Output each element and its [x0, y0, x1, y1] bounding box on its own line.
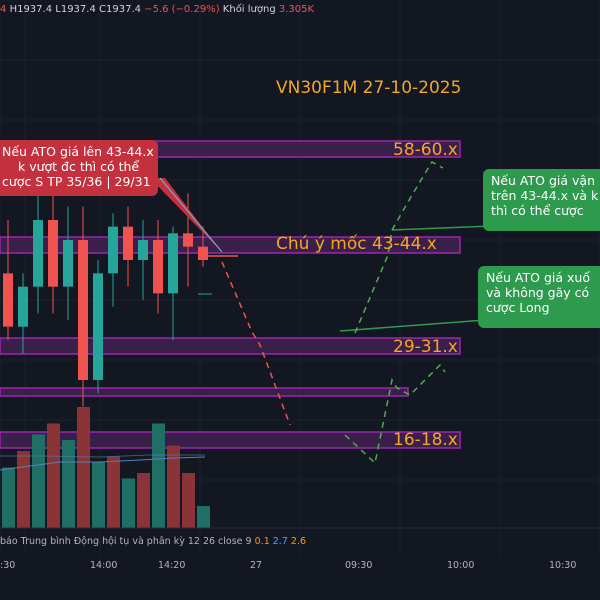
- volume-bars: [2, 407, 210, 528]
- candle-body: [93, 273, 103, 380]
- candle-body: [108, 226, 118, 274]
- candle-body: [198, 246, 208, 260]
- ohlc-low: L1937.4: [55, 4, 96, 15]
- xtick-4: 27: [250, 560, 263, 571]
- green-bottom-pointer: [339, 319, 486, 332]
- macd-value-hist: 0.1: [254, 536, 270, 547]
- candle: [123, 206, 133, 287]
- note-short: Nếu ATO giá lên 43-44.x k vượt đc thì có…: [0, 140, 158, 196]
- zone-mid: [0, 387, 409, 397]
- candle: [33, 193, 43, 314]
- candle-body: [48, 220, 58, 287]
- candle: [48, 193, 58, 314]
- xtick-2: 14:00: [90, 560, 118, 571]
- note-long-below-line-3: cược Long: [486, 300, 550, 315]
- note-long-above-line-3: thì có thể cược: [491, 203, 584, 218]
- ohlc-prefix: 4: [0, 4, 7, 15]
- volume-ma-line: [0, 456, 206, 471]
- volume-bar: [137, 473, 150, 528]
- volume-bar: [167, 445, 180, 528]
- volume-label: Khối lượng: [222, 4, 276, 15]
- candle-body: [153, 240, 163, 294]
- volume-ma-line-2: [0, 454, 205, 458]
- red-dashed-path: [221, 261, 291, 426]
- note-long-below-line-2: và không gãy có: [486, 285, 590, 300]
- volume-bar: [2, 467, 15, 528]
- red-note-pointer: [150, 178, 220, 250]
- xtick-6: 10:00: [447, 560, 475, 571]
- chart-title: VN30F1M 27-10-2025: [276, 78, 462, 98]
- ohlc-header: 4 H1937.4 L1937.4 C1937.4 −5.6 (−0.29%) …: [0, 4, 314, 15]
- ohlc-high: H1937.4: [9, 4, 53, 15]
- candle-body: [168, 233, 178, 294]
- volume-bar: [152, 423, 165, 528]
- candle: [93, 260, 103, 394]
- macd-value-signal: 2.6: [290, 536, 307, 547]
- ohlc-change: −5.6 (−0.29%): [144, 4, 220, 15]
- candle-body: [123, 226, 133, 260]
- zone-29-31: [0, 337, 461, 355]
- volume-bar: [182, 473, 195, 528]
- candle: [63, 206, 73, 320]
- candle: [198, 226, 208, 267]
- volume-value: 3.305K: [278, 4, 315, 15]
- candle-body: [33, 220, 43, 287]
- note-long-above-line-1: Nếu ATO giá vận: [491, 173, 595, 188]
- macd-indicator-label[interactable]: báo Trung bình Động hội tụ và phân kỳ 12…: [0, 536, 306, 547]
- volume-bar: [17, 451, 30, 528]
- candle-body: [78, 240, 88, 380]
- candle: [18, 273, 28, 354]
- macd-name: báo Trung bình Động hội tụ và phân kỳ 12…: [0, 536, 252, 547]
- candle: [108, 213, 118, 307]
- zone-label-43-44: Chú ý mốc 43-44.x: [276, 234, 437, 254]
- zone-label-29-31: 29-31.x: [393, 337, 458, 357]
- candle-body: [3, 273, 13, 327]
- note-short-line-1: Nếu ATO giá lên 43-44.x: [2, 144, 154, 159]
- note-long-above-line-2: trên 43-44.x và k: [491, 188, 599, 203]
- candle: [153, 220, 163, 314]
- note-short-line-3: cược S TP 35/36 | 29/31: [2, 174, 151, 189]
- candle: [78, 206, 88, 407]
- xtick-1: :30: [0, 560, 16, 571]
- xtick-5: 09:30: [345, 560, 373, 571]
- note-long-below-line-1: Nếu ATO giá xuố: [486, 270, 590, 285]
- volume-bar: [197, 506, 210, 528]
- zone-label-16-18: 16-18.x: [393, 430, 458, 450]
- volume-bar: [77, 407, 90, 528]
- zone-label-58-60: 58-60.x: [393, 140, 458, 160]
- candles: [3, 193, 208, 407]
- candle: [138, 220, 148, 300]
- volume-bar: [47, 423, 60, 528]
- candle-body: [63, 240, 73, 287]
- red-note-pointer-line: [159, 177, 223, 253]
- volume-bar: [62, 440, 75, 528]
- ohlc-close: C1937.4: [99, 4, 141, 15]
- green-dashed-up-path: [354, 160, 444, 334]
- xtick-3: 14:20: [158, 560, 186, 571]
- green-top-pointer: [391, 225, 493, 231]
- volume-bar: [32, 434, 45, 528]
- volume-bar: [92, 462, 105, 528]
- volume-bar: [107, 456, 120, 528]
- note-short-line-2: k vượt đc thì có thể: [18, 159, 140, 174]
- volume-bar: [122, 478, 135, 528]
- candle: [3, 220, 13, 340]
- candle-body: [18, 286, 28, 327]
- macd-value-line: 2.7: [272, 536, 288, 547]
- green-dashed-down-path: [344, 363, 446, 465]
- xtick-7: 10:30: [549, 560, 577, 571]
- candle: [168, 226, 178, 340]
- note-long-below: Nếu ATO giá xuố và không gãy có cược Lon…: [478, 266, 600, 328]
- candle-body: [183, 233, 193, 247]
- note-long-above: Nếu ATO giá vận trên 43-44.x và k thì có…: [483, 169, 600, 231]
- candle-body: [138, 240, 148, 260]
